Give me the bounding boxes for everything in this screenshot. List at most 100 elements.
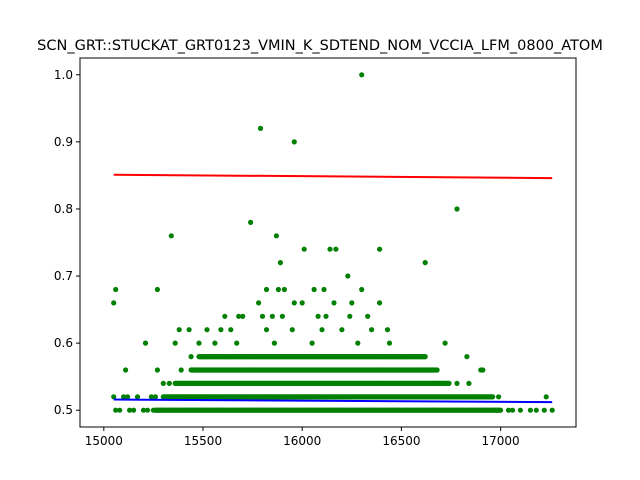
data-point xyxy=(309,340,315,346)
data-point xyxy=(154,286,160,293)
data-point xyxy=(291,300,297,306)
data-point xyxy=(333,246,339,252)
data-point xyxy=(263,286,270,293)
data-point xyxy=(168,233,174,239)
data-point xyxy=(527,407,534,413)
data-point xyxy=(311,286,317,293)
data-point xyxy=(347,313,353,319)
data-point xyxy=(152,394,158,400)
data-point xyxy=(142,340,149,346)
x-tick-label: 17000 xyxy=(482,434,520,448)
data-point xyxy=(222,313,228,319)
x-tick-label: 16500 xyxy=(382,434,420,448)
data-point xyxy=(127,407,133,413)
data-point xyxy=(269,313,275,319)
data-point xyxy=(323,313,329,319)
chart-title: SCN_GRT::STUCKAT_GRT0123_VMIN_K_SDTEND_N… xyxy=(37,38,603,54)
y-tick-label: 0.7 xyxy=(54,269,73,283)
data-point xyxy=(154,367,160,373)
data-point xyxy=(144,407,151,413)
data-point xyxy=(240,313,246,319)
data-point xyxy=(218,327,224,333)
data-point xyxy=(186,327,192,333)
data-point xyxy=(505,407,512,413)
data-point xyxy=(117,407,123,413)
data-point xyxy=(150,407,156,413)
data-point xyxy=(190,367,196,373)
data-point xyxy=(256,300,262,306)
y-tick-label: 0.5 xyxy=(54,403,73,417)
data-point xyxy=(315,313,321,319)
y-axis: 0.5 0.6 0.7 0.8 0.9 1.0 xyxy=(54,68,80,417)
data-point xyxy=(355,340,361,346)
data-point xyxy=(111,394,117,400)
y-tick-label: 1.0 xyxy=(54,68,73,82)
data-point xyxy=(533,407,539,413)
blue-trend-line xyxy=(113,398,553,404)
x-axis: 15000 15500 16000 16500 17000 xyxy=(85,427,520,448)
data-point xyxy=(291,139,297,145)
data-point xyxy=(196,340,202,346)
data-point xyxy=(299,300,305,306)
data-point xyxy=(178,367,184,373)
data-point xyxy=(289,327,295,333)
data-point xyxy=(321,286,327,293)
data-point xyxy=(398,354,404,360)
data-point xyxy=(123,367,129,373)
data-point xyxy=(466,380,472,386)
x-tick-label: 16000 xyxy=(283,434,321,448)
data-point xyxy=(517,407,524,413)
data-point xyxy=(148,394,154,400)
data-point xyxy=(204,327,210,333)
data-point xyxy=(248,219,254,225)
data-point xyxy=(279,313,285,319)
data-point xyxy=(226,354,232,360)
data-point xyxy=(204,354,210,360)
data-point xyxy=(228,327,234,333)
data-point xyxy=(166,380,172,386)
data-point xyxy=(176,327,182,333)
data-point xyxy=(377,246,383,252)
data-point xyxy=(349,300,355,306)
data-point xyxy=(422,354,428,360)
data-point xyxy=(257,125,264,131)
data-point xyxy=(414,367,420,373)
data-point xyxy=(277,260,283,266)
data-point xyxy=(541,407,547,413)
data-point xyxy=(543,394,549,400)
data-point xyxy=(121,394,127,400)
data-point xyxy=(319,327,325,333)
y-tick-label: 0.9 xyxy=(54,135,73,149)
data-point xyxy=(271,340,277,346)
data-point xyxy=(212,340,218,346)
data-point xyxy=(464,354,470,360)
data-point xyxy=(509,407,516,413)
data-point xyxy=(263,327,270,333)
data-point xyxy=(474,394,480,400)
x-tick-label: 15500 xyxy=(184,434,222,448)
data-point xyxy=(345,273,351,279)
data-point xyxy=(377,300,383,306)
data-point xyxy=(386,340,393,346)
data-point xyxy=(426,367,432,373)
data-point xyxy=(234,340,240,346)
data-point xyxy=(188,354,194,360)
data-point xyxy=(490,394,496,400)
data-point xyxy=(331,300,337,306)
data-point xyxy=(454,206,460,212)
data-point xyxy=(434,367,440,373)
data-point xyxy=(140,407,147,413)
data-point xyxy=(384,327,391,333)
red-trend-line xyxy=(113,173,553,180)
data-point xyxy=(111,300,117,306)
data-point xyxy=(125,394,131,400)
data-point xyxy=(273,233,279,239)
data-point xyxy=(549,407,555,413)
data-point xyxy=(339,327,345,333)
data-point xyxy=(113,286,119,293)
plot-area xyxy=(111,72,555,413)
y-tick-label: 0.8 xyxy=(54,202,73,216)
data-point xyxy=(172,340,178,346)
data-point xyxy=(434,380,440,386)
